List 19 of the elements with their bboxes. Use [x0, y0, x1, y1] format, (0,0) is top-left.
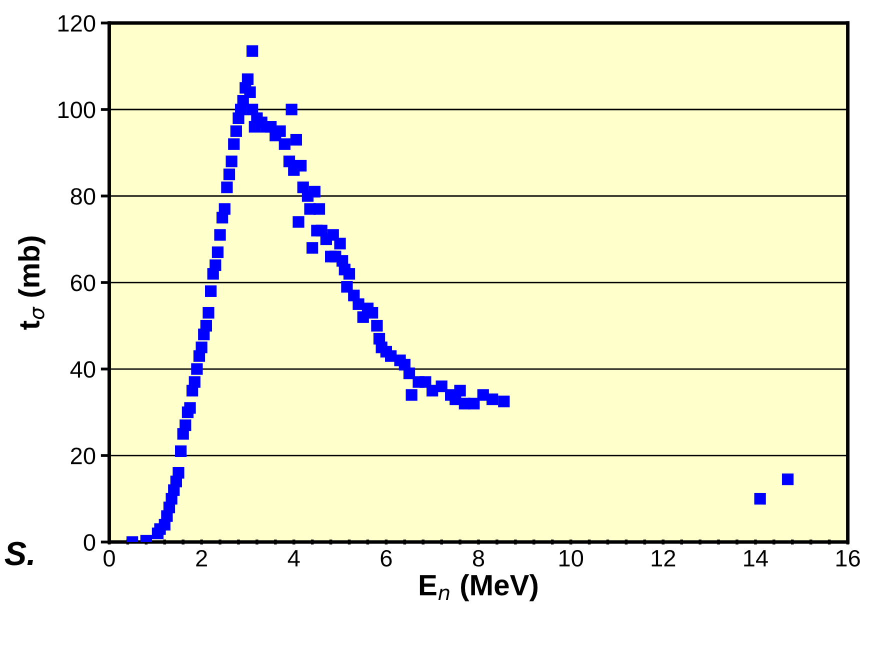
x-tick-label: 2 [196, 550, 207, 566]
x-tick-label: 4 [288, 550, 300, 566]
y-tick-label: 100 [58, 102, 96, 118]
x-tick-label: 14 [744, 550, 768, 566]
y-tick-label: 80 [70, 188, 96, 205]
y-tick-label: 60 [70, 274, 96, 292]
text: S. [4, 542, 34, 566]
y-tick-label: 20 [70, 448, 96, 464]
x-tick-label: 8 [472, 550, 484, 567]
x-tick-label: 12 [652, 550, 676, 566]
y-tick-label: 40 [70, 361, 96, 378]
y-tick-label: 120 [58, 15, 96, 32]
x-tick-label: 16 [836, 550, 860, 567]
y-tick-label: 0 [84, 534, 96, 551]
y-axis-title: t$_{σ}$ (mb) [18, 236, 46, 330]
x-tick-label: 0 [104, 550, 115, 567]
x-tick-label: 6 [380, 550, 392, 567]
x-tick-label: 10 [560, 550, 584, 567]
x-axis-title: E$_{n}$ (MeV) [420, 574, 538, 602]
